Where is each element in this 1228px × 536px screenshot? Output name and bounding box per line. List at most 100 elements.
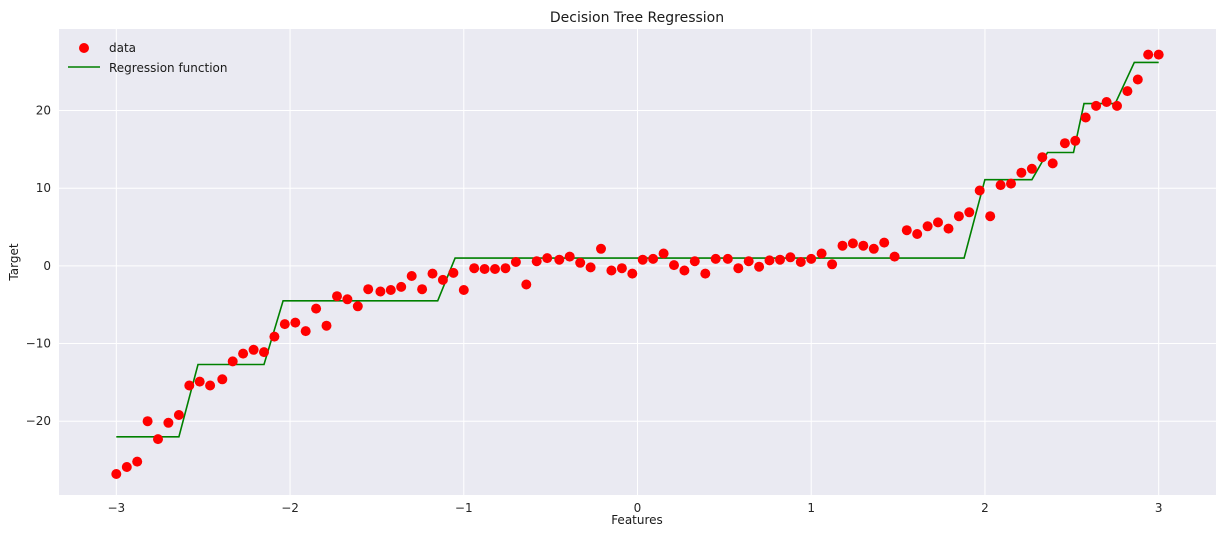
data-point <box>238 348 249 359</box>
data-point <box>1070 135 1081 146</box>
data-point <box>163 417 174 428</box>
data-point <box>396 281 407 292</box>
data-point <box>785 252 796 263</box>
data-point <box>816 248 827 259</box>
x-tick-label: 1 <box>807 501 815 515</box>
data-point <box>606 265 617 276</box>
data-point <box>575 257 586 268</box>
data-point <box>153 434 163 445</box>
data-point <box>121 462 132 472</box>
legend-data-marker <box>79 43 89 53</box>
y-tick-label: −20 <box>26 414 51 428</box>
legend: data Regression function <box>68 41 227 75</box>
legend-regression-label: Regression function <box>109 61 227 75</box>
data-point <box>858 240 869 251</box>
data-point <box>300 326 311 337</box>
data-point <box>754 261 765 272</box>
data-point <box>795 257 806 267</box>
data-point <box>889 251 900 262</box>
data-point <box>933 217 943 228</box>
x-tick-label: −3 <box>107 501 125 515</box>
data-point <box>953 211 964 222</box>
data-point <box>943 223 954 234</box>
x-tick-label: 2 <box>981 501 989 515</box>
y-tick-label: 0 <box>43 259 51 273</box>
data-point <box>964 207 975 218</box>
data-point <box>184 380 195 391</box>
data-point <box>521 279 532 290</box>
data-point <box>205 380 216 391</box>
data-point <box>1112 100 1122 111</box>
x-tick-label: 3 <box>1155 501 1163 515</box>
data-point <box>1006 178 1016 189</box>
data-point <box>1016 167 1027 178</box>
data-point <box>669 260 679 271</box>
data-point <box>868 243 879 254</box>
y-tick-labels: −20 −10 0 10 20 <box>26 104 51 429</box>
y-tick-label: −10 <box>26 337 51 351</box>
data-point <box>248 344 259 355</box>
data-point <box>479 264 490 274</box>
x-tick-label: −1 <box>455 501 473 515</box>
data-point <box>375 286 386 297</box>
data-point <box>290 317 301 328</box>
data-point <box>332 291 342 302</box>
data-point <box>458 285 469 295</box>
data-point <box>710 253 721 264</box>
data-point <box>879 237 890 248</box>
legend-data-label: data <box>109 41 136 55</box>
data-point <box>775 254 785 265</box>
data-point <box>627 268 638 279</box>
data-point <box>227 356 238 367</box>
y-axis-label: Target <box>7 243 21 281</box>
data-point <box>901 225 912 236</box>
data-point <box>743 256 754 267</box>
data-point <box>269 331 280 342</box>
data-point <box>448 267 459 278</box>
data-point <box>321 320 332 331</box>
data-point <box>995 180 1006 191</box>
data-point <box>1101 97 1112 107</box>
data-point <box>542 253 553 264</box>
data-point <box>648 253 659 264</box>
data-point <box>596 243 606 254</box>
data-point <box>837 240 848 251</box>
data-point <box>173 410 184 420</box>
x-axis-label: Features <box>611 513 663 527</box>
data-point <box>311 303 322 314</box>
data-point <box>427 268 438 279</box>
data-points <box>111 49 1164 479</box>
data-point <box>974 185 985 196</box>
data-point <box>1091 100 1102 111</box>
x-tick-labels: −3 −2 −1 0 1 2 3 <box>107 501 1162 515</box>
data-point <box>469 263 480 274</box>
data-point <box>564 251 575 262</box>
data-point <box>733 263 744 274</box>
data-point <box>1153 49 1164 60</box>
data-point <box>1080 112 1091 123</box>
data-point <box>679 265 690 276</box>
data-point <box>531 256 542 267</box>
data-point <box>1122 86 1133 97</box>
data-point <box>806 253 817 264</box>
data-point <box>700 268 711 279</box>
data-point <box>554 254 565 265</box>
data-point <box>142 416 153 427</box>
x-tick-label: −2 <box>281 501 299 515</box>
data-point <box>1132 74 1143 85</box>
data-point <box>689 256 700 267</box>
data-point <box>437 274 448 285</box>
data-point <box>363 284 374 295</box>
grid <box>59 29 1216 495</box>
data-point <box>342 294 353 305</box>
data-point <box>616 263 627 274</box>
chart-title: Decision Tree Regression <box>550 10 724 26</box>
data-point <box>827 259 838 270</box>
data-point <box>585 262 596 273</box>
data-point <box>217 374 228 385</box>
data-point <box>352 301 363 312</box>
data-point <box>132 456 143 467</box>
data-point <box>417 284 428 295</box>
data-point <box>922 221 933 232</box>
